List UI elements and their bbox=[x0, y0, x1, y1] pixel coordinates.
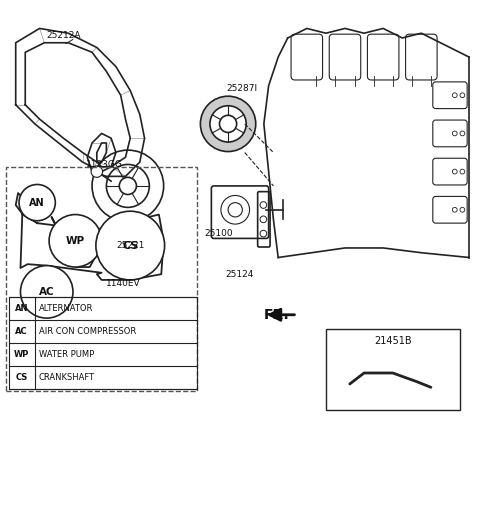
Text: AIR CON COMPRESSOR: AIR CON COMPRESSOR bbox=[38, 327, 136, 336]
Text: 1123GG: 1123GG bbox=[85, 160, 122, 169]
Text: 25124: 25124 bbox=[226, 270, 254, 279]
Text: ALTERNATOR: ALTERNATOR bbox=[38, 304, 93, 313]
Text: WP: WP bbox=[66, 236, 85, 246]
Text: CS: CS bbox=[15, 373, 28, 382]
Circle shape bbox=[114, 263, 123, 273]
Text: AN: AN bbox=[29, 198, 45, 208]
Text: WATER PUMP: WATER PUMP bbox=[38, 350, 94, 359]
Circle shape bbox=[49, 215, 102, 267]
Text: 25287I: 25287I bbox=[227, 83, 258, 93]
Wedge shape bbox=[200, 96, 256, 151]
Text: FR.: FR. bbox=[264, 308, 289, 322]
Text: AN: AN bbox=[15, 304, 28, 313]
Circle shape bbox=[21, 266, 73, 318]
Bar bbox=[9, 297, 197, 389]
Text: 1140EV: 1140EV bbox=[106, 279, 140, 288]
Text: AC: AC bbox=[39, 287, 55, 297]
Text: 25212A: 25212A bbox=[46, 31, 81, 40]
Text: CRANKSHAFT: CRANKSHAFT bbox=[38, 373, 95, 382]
Text: 25100: 25100 bbox=[204, 229, 233, 238]
Text: 21451B: 21451B bbox=[374, 336, 411, 346]
Text: AC: AC bbox=[15, 327, 28, 336]
Bar bbox=[326, 329, 459, 410]
Circle shape bbox=[91, 166, 103, 177]
Circle shape bbox=[19, 184, 55, 221]
Text: 25221: 25221 bbox=[116, 241, 144, 250]
Circle shape bbox=[96, 211, 165, 280]
Text: CS: CS bbox=[122, 241, 138, 251]
Text: WP: WP bbox=[14, 350, 29, 359]
